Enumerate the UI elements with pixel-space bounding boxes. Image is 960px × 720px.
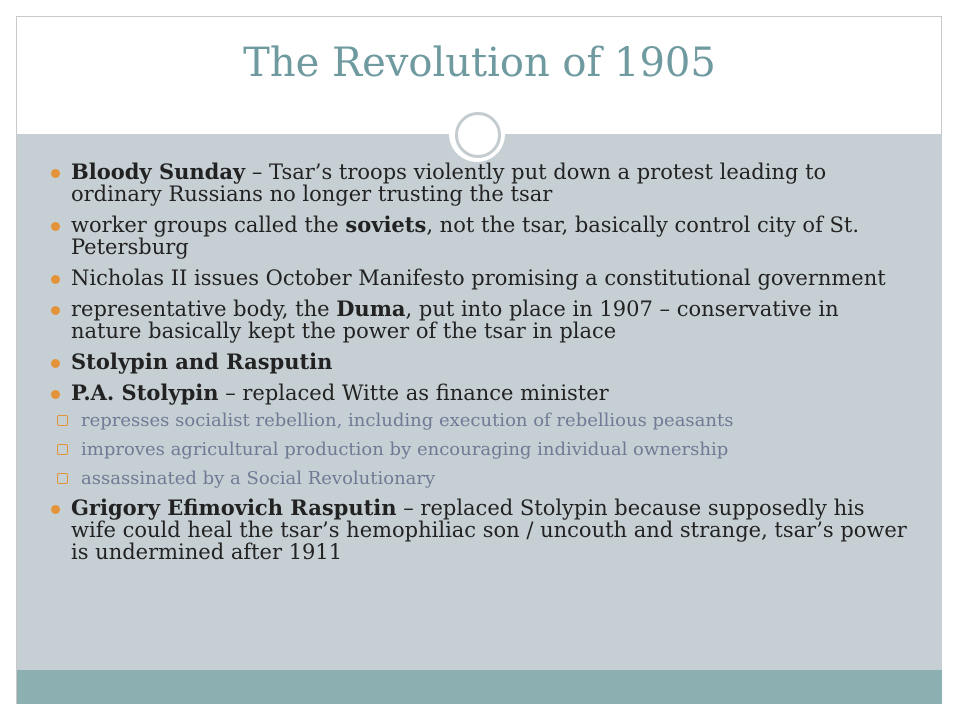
bullet-text: worker groups called the <box>71 213 346 237</box>
bullet-bold: P.A. Stolypin <box>71 380 219 405</box>
circle-ornament-icon <box>455 112 501 158</box>
sub-bullet-repression: represses socialist rebellion, including… <box>51 410 911 432</box>
bullet-list: Bloody Sunday – Tsar’s troops violently … <box>51 161 911 572</box>
bullet-october-manifesto: Nicholas II issues October Manifesto pro… <box>51 267 911 289</box>
sub-bullet-text: represses socialist rebellion, including… <box>81 410 734 431</box>
footer-bar <box>17 670 942 704</box>
bullet-bold: Stolypin and Rasputin <box>71 349 333 374</box>
bullet-duma: representative body, the Duma, put into … <box>51 298 911 342</box>
bullet-text: , not the tsar, basically control city o… <box>71 213 860 259</box>
square-bullet-icon <box>57 415 68 426</box>
sub-bullet-assassinated: assassinated by a Social Revolutionary <box>51 468 911 490</box>
sub-bullet-text: assassinated by a Social Revolutionary <box>81 468 436 489</box>
bullet-bold: Duma <box>336 296 406 321</box>
bullet-rasputin: Grigory Efimovich Rasputin – replaced St… <box>51 497 911 563</box>
bullet-text: representative body, the <box>71 297 337 321</box>
sub-bullet-agriculture: improves agricultural production by enco… <box>51 439 911 461</box>
slide-title: The Revolution of 1905 <box>243 40 716 86</box>
bullet-stolypin-rasputin: Stolypin and Rasputin <box>51 351 911 373</box>
bullet-soviets: worker groups called the soviets, not th… <box>51 214 911 258</box>
square-bullet-icon <box>57 473 68 484</box>
square-bullet-icon <box>57 444 68 455</box>
bullet-text: Nicholas II issues October Manifesto pro… <box>71 266 886 290</box>
bullet-text: – replaced Stolypin because supposedly h… <box>71 496 907 564</box>
bullet-bold: Bloody Sunday <box>71 159 246 184</box>
sub-bullet-text: improves agricultural production by enco… <box>81 439 729 460</box>
content-area <box>17 134 942 670</box>
bullet-text: – replaced Witte as finance minister <box>218 381 609 405</box>
bullet-bold: Grigory Efimovich Rasputin <box>71 495 397 520</box>
bullet-stolypin: P.A. Stolypin – replaced Witte as financ… <box>51 382 911 404</box>
bullet-text: – Tsar’s troops violently put down a pro… <box>71 160 827 206</box>
bullet-bold: soviets <box>345 212 427 237</box>
bullet-text: , put into place in 1907 – conservative … <box>71 297 839 343</box>
bullet-bloody-sunday: Bloody Sunday – Tsar’s troops violently … <box>51 161 911 205</box>
